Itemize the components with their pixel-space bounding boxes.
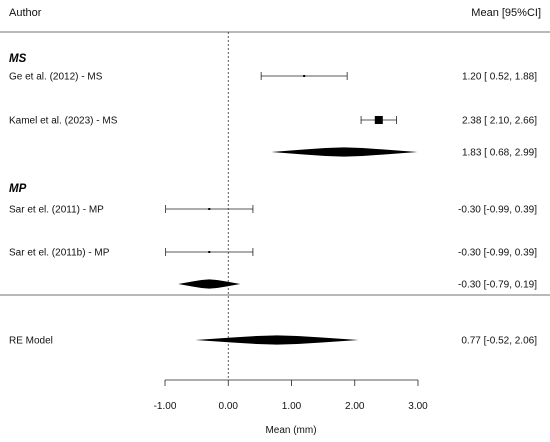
study-label: Sar et el. (2011) - MP	[9, 205, 104, 216]
x-tick-label: 1.00	[282, 401, 302, 412]
point-estimate-square	[208, 251, 211, 253]
ci-text: -0.30 [-0.99, 0.39]	[458, 205, 537, 216]
point-estimate-square	[374, 116, 383, 124]
study-label: Ge et al. (2012) - MS	[9, 72, 103, 83]
study-label: Sar et el. (2011b) - MP	[9, 248, 110, 259]
group-label: MP	[9, 183, 27, 195]
overall-summary-shape	[195, 335, 359, 345]
subgroup-summary-shape	[271, 147, 418, 157]
ci-text: 1.20 [ 0.52, 1.88]	[462, 72, 537, 83]
x-tick-label: 2.00	[345, 401, 365, 412]
ci-text: 0.77 [-0.52, 2.06]	[461, 336, 537, 347]
ci-text: -0.30 [-0.99, 0.39]	[458, 248, 537, 259]
ci-column-header: Mean [95%CI]	[471, 7, 541, 19]
author-column-header: Author	[9, 7, 42, 19]
study-label: Kamel et al. (2023) - MS	[9, 116, 118, 127]
group-label: MS	[9, 53, 27, 65]
point-estimate-square	[208, 208, 211, 210]
x-tick-label: -1.00	[154, 401, 177, 412]
x-axis-label: Mean (mm)	[265, 425, 316, 436]
x-tick-label: 3.00	[408, 401, 428, 412]
ci-text: 2.38 [ 2.10, 2.66]	[462, 116, 537, 127]
overall-label: RE Model	[9, 336, 53, 347]
point-estimate-square	[303, 75, 306, 77]
ci-text: 1.83 [ 0.68, 2.99]	[462, 148, 537, 159]
subgroup-summary-shape	[178, 279, 241, 289]
x-tick-label: 0.00	[219, 401, 239, 412]
ci-text: -0.30 [-0.79, 0.19]	[458, 280, 537, 291]
x-axis: -1.00 0.00 1.00 2.00 3.00	[154, 379, 428, 412]
